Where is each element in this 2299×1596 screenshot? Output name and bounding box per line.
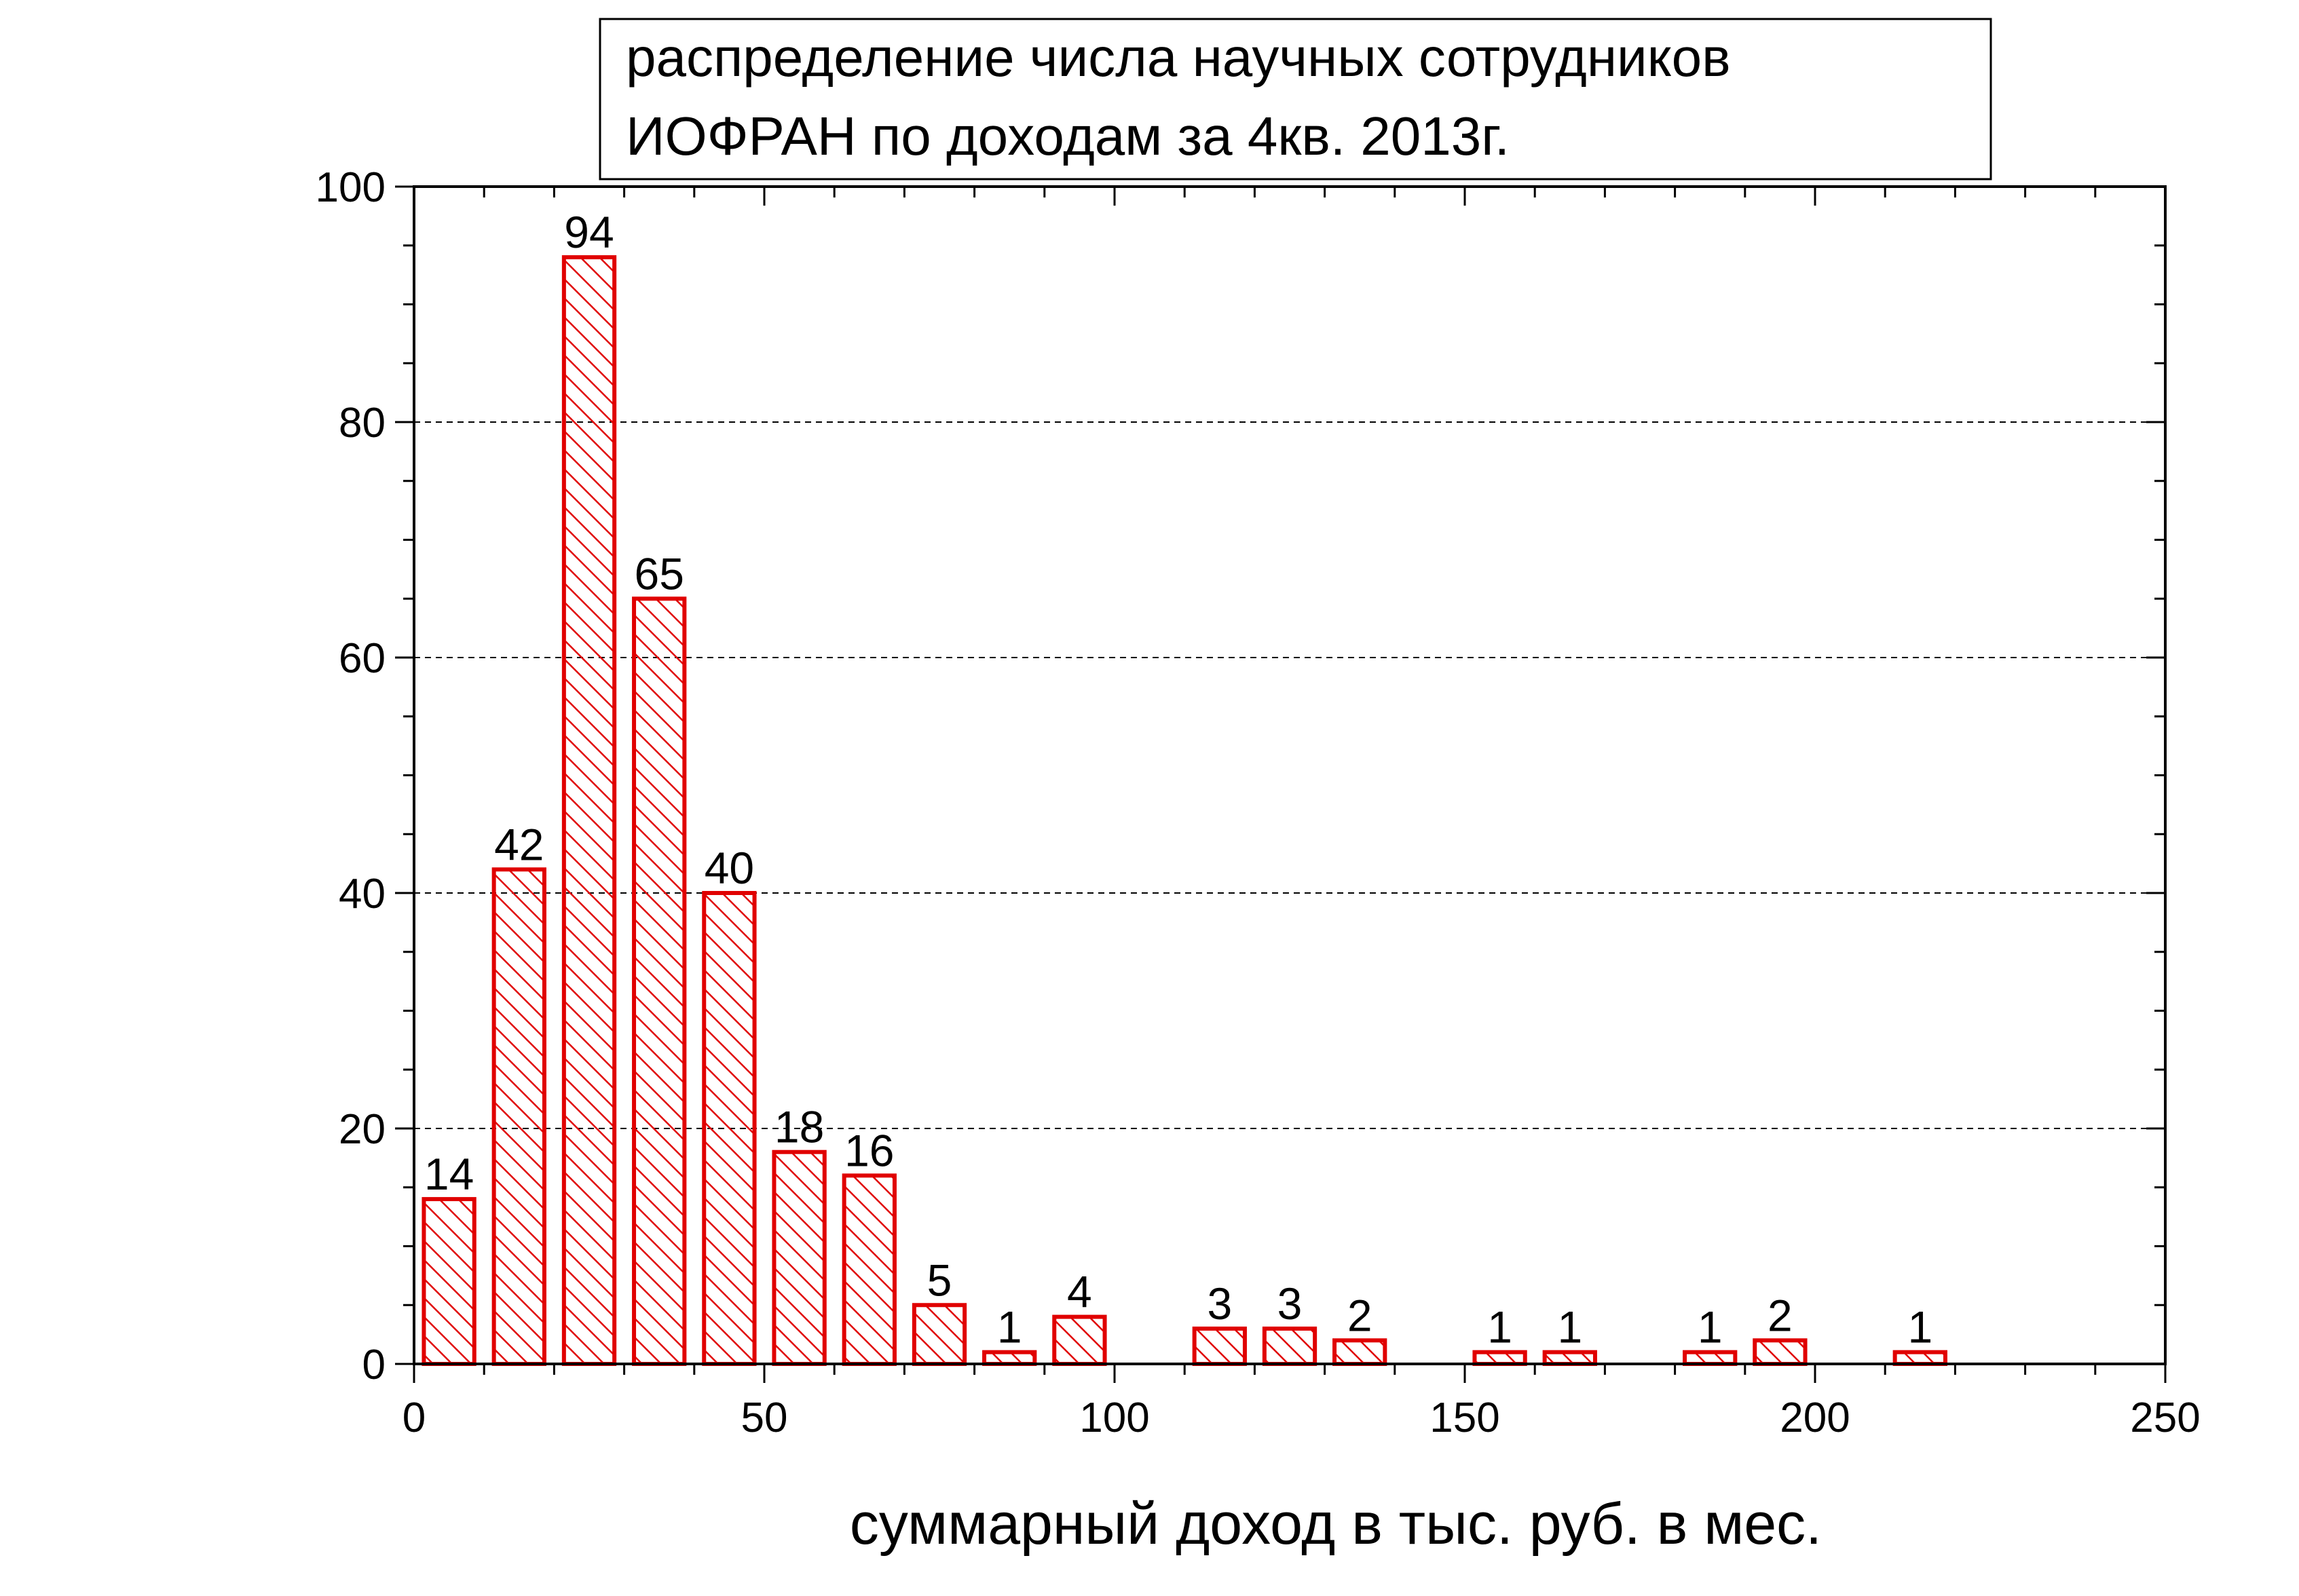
bar-2	[561, 255, 617, 1367]
bar-5	[772, 1150, 827, 1366]
bar-label-10: 3	[1207, 1278, 1232, 1329]
bar-13	[1472, 1350, 1527, 1367]
bar-0	[422, 1197, 476, 1366]
x-tick-label-0: 0	[403, 1394, 426, 1441]
y-tick-label-2: 40	[339, 871, 386, 917]
x-tick-label-2: 100	[1079, 1394, 1149, 1441]
bar-label-12: 2	[1347, 1290, 1372, 1340]
x-tick-label-4: 200	[1780, 1394, 1850, 1441]
bar-label-8: 1	[997, 1302, 1022, 1352]
bar-label-15: 1	[1698, 1302, 1723, 1352]
x-axis-label: суммарный доход в тыс. руб. в мес.	[850, 1492, 1822, 1557]
tick-labels: 0 50 100 150 200 250 0 20 40 60 80 100	[316, 164, 2201, 1441]
bar-label-13: 1	[1487, 1302, 1512, 1352]
bar-4	[702, 891, 757, 1366]
y-tick-label-3: 60	[339, 635, 386, 682]
bar-8	[982, 1350, 1037, 1367]
bar-label-16: 2	[1768, 1290, 1793, 1340]
bar-label-5: 18	[774, 1102, 824, 1152]
chart-title-line-2: ИОФРАН по доходам за 4кв. 2013г.	[626, 106, 1510, 166]
bar-10	[1192, 1326, 1247, 1366]
bar-16	[1753, 1338, 1808, 1367]
bar-9	[1052, 1314, 1107, 1366]
ticks	[395, 185, 2167, 1383]
bar-17	[1892, 1350, 1947, 1367]
bar-label-6: 16	[844, 1125, 894, 1175]
title-box: распределение числа научных сотрудников …	[599, 18, 1992, 180]
bar-label-0: 14	[424, 1149, 474, 1199]
chart-title-line-1: распределение числа научных сотрудников	[626, 27, 1731, 88]
bar-label-7: 5	[927, 1255, 952, 1305]
bar-label-17: 1	[1907, 1302, 1932, 1352]
bar-label-3: 65	[634, 548, 684, 598]
y-tick-label-1: 20	[339, 1106, 386, 1153]
bar-1	[491, 867, 546, 1367]
bar-label-4: 40	[705, 843, 754, 893]
bar-3	[632, 596, 687, 1366]
gridlines	[414, 421, 2165, 1129]
y-tick-label-5: 100	[316, 164, 386, 211]
bar-label-11: 3	[1277, 1278, 1303, 1329]
bars	[422, 255, 1947, 1367]
x-tick-label-1: 50	[741, 1394, 788, 1441]
title-box-border	[599, 18, 1992, 180]
y-tick-label-4: 80	[339, 400, 386, 446]
bar-label-14: 1	[1557, 1302, 1582, 1352]
bar-7	[912, 1303, 967, 1366]
bar-12	[1332, 1338, 1387, 1367]
bar-11	[1262, 1326, 1317, 1366]
bar-6	[842, 1173, 897, 1367]
x-tick-label-3: 150	[1429, 1394, 1499, 1441]
y-tick-label-0: 0	[362, 1342, 386, 1388]
bar-label-2: 94	[564, 207, 614, 257]
x-tick-label-5: 250	[2130, 1394, 2200, 1441]
bar-label-9: 4	[1067, 1267, 1092, 1317]
bar-15	[1683, 1350, 1738, 1367]
bar-label-1: 42	[494, 819, 544, 869]
bar-14	[1542, 1350, 1597, 1367]
